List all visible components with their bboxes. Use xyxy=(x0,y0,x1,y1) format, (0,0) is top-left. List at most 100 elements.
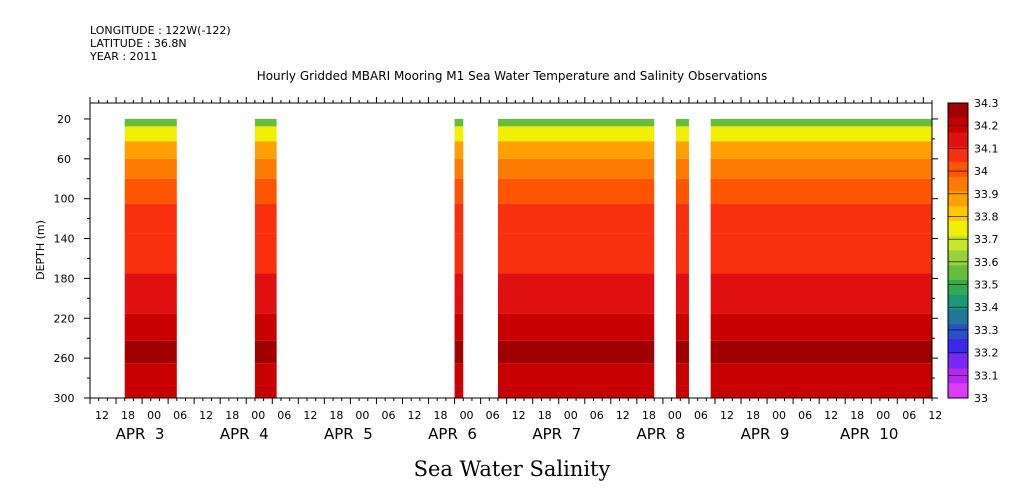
longitude-label: LONGITUDE : 122W(-122) xyxy=(90,24,231,37)
salinity-band xyxy=(124,313,177,341)
x-hour-label: 18 xyxy=(121,409,135,422)
variable-title: Sea Water Salinity xyxy=(414,457,611,481)
salinity-band xyxy=(675,158,689,179)
salinity-band xyxy=(497,363,655,386)
colorbar-swatch xyxy=(948,368,968,384)
salinity-band xyxy=(710,203,932,234)
salinity-band xyxy=(254,203,277,234)
salinity-band xyxy=(254,158,277,179)
salinity-band xyxy=(497,233,655,274)
x-hour-label: 00 xyxy=(668,409,682,422)
salinity-band xyxy=(497,178,655,204)
salinity-band xyxy=(254,233,277,274)
salinity-band xyxy=(254,141,277,159)
colorbar-label: 33.6 xyxy=(974,256,999,269)
salinity-band xyxy=(710,118,932,127)
salinity-band xyxy=(497,203,655,234)
salinity-band xyxy=(710,340,932,364)
salinity-band xyxy=(497,118,655,127)
colorbar-label: 33 xyxy=(974,392,988,405)
salinity-band xyxy=(675,313,689,341)
x-hour-label: 06 xyxy=(798,409,812,422)
colorbar-label: 33.9 xyxy=(974,188,999,201)
colorbar-swatch xyxy=(948,324,968,340)
x-hour-label: 06 xyxy=(173,409,187,422)
salinity-band xyxy=(497,340,655,364)
salinity-band xyxy=(254,340,277,364)
colorbar-label: 33.3 xyxy=(974,324,999,337)
salinity-band xyxy=(124,273,177,314)
salinity-band xyxy=(254,313,277,341)
y-tick-label: 140 xyxy=(54,233,75,246)
salinity-band xyxy=(675,178,689,204)
salinity-band xyxy=(710,178,932,204)
colorbar-label: 34.3 xyxy=(974,97,999,110)
x-date-label: APR 7 xyxy=(532,425,581,443)
y-tick-label: 220 xyxy=(54,312,75,325)
x-hour-label: 06 xyxy=(590,409,604,422)
colorbar-label: 33.8 xyxy=(974,210,999,223)
salinity-band xyxy=(254,273,277,314)
data-segment xyxy=(454,118,464,398)
salinity-band xyxy=(254,385,277,398)
x-hour-label: 18 xyxy=(225,409,239,422)
salinity-band xyxy=(454,340,464,364)
salinity-band xyxy=(497,158,655,179)
x-hour-label: 12 xyxy=(407,409,421,422)
salinity-band xyxy=(454,178,464,204)
x-hour-label: 00 xyxy=(460,409,474,422)
x-date-label: APR 3 xyxy=(116,425,165,443)
colorbar-label: 34.1 xyxy=(974,142,999,155)
colorbar-swatch xyxy=(948,294,968,310)
salinity-band xyxy=(497,141,655,159)
x-hour-label: 12 xyxy=(928,409,942,422)
salinity-band xyxy=(254,178,277,204)
x-hour-label: 12 xyxy=(512,409,526,422)
data-segment xyxy=(710,118,932,398)
salinity-band xyxy=(254,126,277,142)
colorbar-swatch xyxy=(948,339,968,355)
salinity-band xyxy=(454,126,464,142)
x-hour-label: 00 xyxy=(251,409,265,422)
x-hour-label: 06 xyxy=(902,409,916,422)
y-tick-label: 20 xyxy=(57,113,71,126)
colorbar-swatch xyxy=(948,265,968,281)
salinity-band xyxy=(124,385,177,398)
salinity-band xyxy=(675,273,689,314)
x-hour-label: 06 xyxy=(277,409,291,422)
x-hour-label: 18 xyxy=(434,409,448,422)
salinity-band xyxy=(675,141,689,159)
salinity-band xyxy=(710,363,932,386)
colorbar-label: 34.2 xyxy=(974,120,999,133)
salinity-band xyxy=(124,340,177,364)
salinity-band xyxy=(710,273,932,314)
salinity-band xyxy=(497,273,655,314)
salinity-band xyxy=(710,158,932,179)
x-hour-label: 00 xyxy=(772,409,786,422)
salinity-band xyxy=(675,233,689,274)
colorbar-swatch xyxy=(948,147,968,163)
salinity-band xyxy=(454,203,464,234)
salinity-band xyxy=(710,313,932,341)
colorbar-swatch xyxy=(948,191,968,207)
x-hour-label: 12 xyxy=(199,409,213,422)
y-axis: 20 60 100 140 180 220 260 300 xyxy=(54,113,938,405)
x-date-label: APR 4 xyxy=(220,425,269,443)
salinity-band xyxy=(497,313,655,341)
y-axis-label: DEPTH (m) xyxy=(34,220,47,280)
chart-title: Hourly Gridded MBARI Mooring M1 Sea Wate… xyxy=(257,69,768,83)
x-date-label: APR 6 xyxy=(428,425,477,443)
x-hour-label: 12 xyxy=(95,409,109,422)
salinity-band xyxy=(675,385,689,398)
salinity-band xyxy=(675,203,689,234)
colorbar-label: 33.4 xyxy=(974,301,999,314)
year-label: YEAR : 2011 xyxy=(90,50,158,63)
data-segments xyxy=(124,118,932,398)
y-tick-label: 300 xyxy=(54,392,75,405)
salinity-band xyxy=(454,313,464,341)
y-tick-label: 60 xyxy=(57,153,71,166)
colorbar-swatch xyxy=(948,132,968,148)
x-hour-label: 12 xyxy=(616,409,630,422)
x-hour-label: 00 xyxy=(876,409,890,422)
